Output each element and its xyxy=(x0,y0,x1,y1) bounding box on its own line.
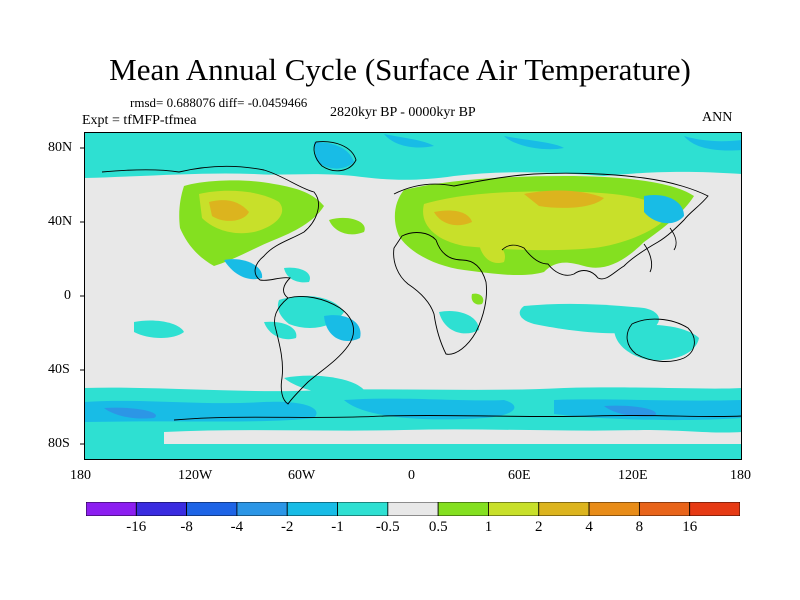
colorbar-label: 1 xyxy=(484,519,493,535)
africa-small-warm xyxy=(471,293,484,305)
y-label-40n: 40N xyxy=(48,214,73,229)
colorbar-swatch xyxy=(236,502,288,516)
colorbar-label: 4 xyxy=(585,519,593,535)
y-label-0: 0 xyxy=(64,288,71,303)
colorbar-swatch xyxy=(437,502,489,516)
colorbar-swatch xyxy=(538,502,590,516)
eurasia-core xyxy=(423,191,669,251)
colorbar-swatch xyxy=(488,502,540,516)
y-label-80s: 80S xyxy=(48,436,70,451)
antarctica-neutral xyxy=(164,429,742,444)
colorbar-swatch xyxy=(689,502,740,516)
colorbar-label: 2 xyxy=(535,519,543,535)
colorbar-swatch xyxy=(387,502,439,516)
atlantic-patch xyxy=(329,217,365,235)
experiment-label: Expt = tfMFP-tfmea xyxy=(82,113,197,128)
coastlines xyxy=(101,141,742,421)
colorbar-label: 0.5 xyxy=(428,519,448,535)
colorbar-label: -2 xyxy=(280,519,294,535)
colorbar-label: 8 xyxy=(635,519,644,535)
y-label-40s: 40S xyxy=(48,362,70,377)
arabia-patch xyxy=(479,242,505,264)
colorbar-swatch xyxy=(588,502,640,516)
colorbar-swatch xyxy=(337,502,389,516)
x-label-180e: 180 xyxy=(730,468,751,483)
caribbean-cool xyxy=(284,267,310,283)
x-label-180w: 180 xyxy=(70,468,91,483)
north-america-hot xyxy=(209,200,249,221)
colorbar-swatch xyxy=(186,502,238,516)
colorbar-label: -0.5 xyxy=(375,519,400,535)
antarctica-edge xyxy=(84,444,742,460)
eurasia-hot-a xyxy=(524,190,604,208)
colorbar-swatch xyxy=(135,502,188,516)
colorbar-label: -8 xyxy=(180,519,193,535)
x-label-60e: 60E xyxy=(508,468,531,483)
temperature-map xyxy=(84,132,742,460)
central-america-cool xyxy=(224,259,263,280)
africa-south-cool xyxy=(439,310,479,334)
colorbar xyxy=(86,502,740,516)
x-label-120e: 120E xyxy=(618,468,648,483)
colorbar-label: 16 xyxy=(682,519,698,535)
colorbar-swatch xyxy=(286,502,338,516)
season-label: ANN xyxy=(702,110,733,125)
south-atlantic-patch xyxy=(284,375,364,394)
indian-ocean-band xyxy=(519,303,659,334)
y-label-80n: 80N xyxy=(48,140,73,155)
x-label-0: 0 xyxy=(408,468,415,483)
x-label-60w: 60W xyxy=(288,468,316,483)
x-label-120w: 120W xyxy=(178,468,213,483)
y-axis xyxy=(80,147,84,445)
stats-text: rmsd= 0.688076 diff= -0.0459466 xyxy=(130,95,308,110)
colorbar-swatch xyxy=(86,502,137,516)
arctic-anomaly xyxy=(84,132,742,180)
pacific-patch xyxy=(134,320,184,338)
colorbar-swatch xyxy=(638,502,691,516)
map-frame xyxy=(84,132,742,460)
greenland-patch xyxy=(314,142,354,169)
colorbar-label: -16 xyxy=(126,519,147,535)
period-label: 2820kyr BP - 0000kyr BP xyxy=(330,105,476,120)
colorbar-label: -1 xyxy=(331,519,344,535)
nw-pacific-cool xyxy=(644,194,684,224)
map-title: Mean Annual Cycle (Surface Air Temperatu… xyxy=(109,52,691,87)
colorbar-label: -4 xyxy=(230,519,244,535)
se-pacific-patch xyxy=(264,321,297,340)
eurasia-hot-b xyxy=(434,210,472,226)
australia-cool xyxy=(614,324,699,361)
